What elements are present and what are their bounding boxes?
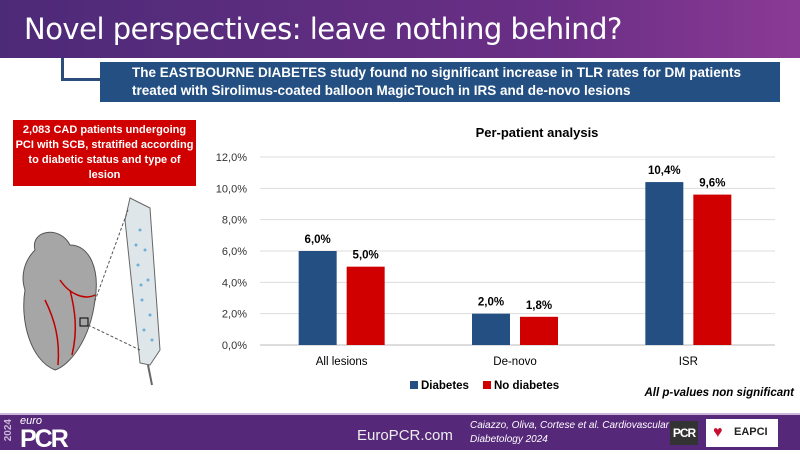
- key-finding-banner: The EASTBOURNE DIABETES study found no s…: [100, 62, 780, 102]
- data-label: 5,0%: [353, 250, 379, 262]
- heart-logo-icon: ♥: [713, 424, 723, 441]
- bar-diabetes: [472, 313, 510, 345]
- legend-label-no-diabetes: No diabetes: [494, 380, 559, 392]
- chart-title: Per-patient analysis: [476, 125, 599, 140]
- y-tick-label: 10,0%: [216, 183, 247, 195]
- europcr-logo: PCR: [20, 425, 69, 453]
- data-label: 10,4%: [648, 165, 681, 177]
- legend-swatch-diabetes: [410, 381, 418, 389]
- y-tick-label: 4,0%: [222, 277, 247, 289]
- study-population-callout: 2,083 CAD patients undergoing PCI with S…: [13, 120, 196, 186]
- x-tick-label: All lesions: [316, 356, 368, 368]
- y-tick-label: 12,0%: [216, 152, 247, 164]
- heart-balloon-illustration: [22, 197, 161, 386]
- bar-no-diabetes: [520, 316, 558, 345]
- banner-line-1: The EASTBOURNE DIABETES study found no s…: [132, 65, 742, 80]
- data-label: 6,0%: [305, 234, 331, 246]
- bar-diabetes: [645, 182, 684, 345]
- header: Novel perspectives: leave nothing behind…: [0, 0, 800, 58]
- heart-icon: [22, 231, 97, 371]
- page-title: Novel perspectives: leave nothing behind…: [24, 12, 622, 46]
- data-label: 1,8%: [526, 300, 552, 312]
- data-label: 9,6%: [699, 178, 725, 190]
- eapci-text: EAPCI: [734, 426, 768, 438]
- eapci-logo: ♥ EAPCI: [706, 419, 778, 447]
- citation-line-2: Diabetology 2024: [470, 434, 548, 445]
- balloon-icon: [124, 197, 161, 386]
- x-tick-label: De-novo: [493, 356, 536, 368]
- connector-line: [61, 58, 101, 81]
- legend: Diabetes No diabetes: [410, 380, 559, 392]
- bar-no-diabetes: [346, 266, 385, 345]
- legend-swatch-no-diabetes: [483, 381, 491, 389]
- citation-line-1: Caiazzo, Oliva, Cortese et al. Cardiovas…: [470, 420, 669, 431]
- per-patient-bar-chart: Per-patient analysis 0,0% 2,0% 4,0% 6,0% 8,0…: [216, 125, 795, 399]
- y-tick-label: 0,0%: [222, 340, 247, 352]
- bar-no-diabetes: [693, 194, 732, 345]
- y-tick-label: 6,0%: [222, 246, 247, 258]
- p-value-annotation: All p-values non significant: [643, 387, 795, 399]
- y-tick-label: 2,0%: [222, 309, 247, 321]
- banner-line-2: treated with Sirolimus-coated balloon Ma…: [132, 83, 631, 98]
- x-tick-label: ISR: [679, 356, 698, 368]
- citation: Caiazzo, Oliva, Cortese et al. Cardiovas…: [470, 419, 669, 447]
- data-label: 2,0%: [478, 297, 504, 309]
- bar-diabetes: [298, 251, 337, 345]
- euro-text: euro: [20, 415, 43, 427]
- footer-year: 2024: [3, 419, 14, 442]
- footer: 2024 euro PCR EuroPCR.com Caiazzo, Oliva…: [0, 413, 800, 453]
- pcr-badge-logo: PCR: [670, 421, 698, 445]
- y-tick-label: 8,0%: [222, 215, 247, 227]
- legend-label-diabetes: Diabetes: [421, 380, 469, 392]
- website-link[interactable]: EuroPCR.com: [357, 427, 453, 444]
